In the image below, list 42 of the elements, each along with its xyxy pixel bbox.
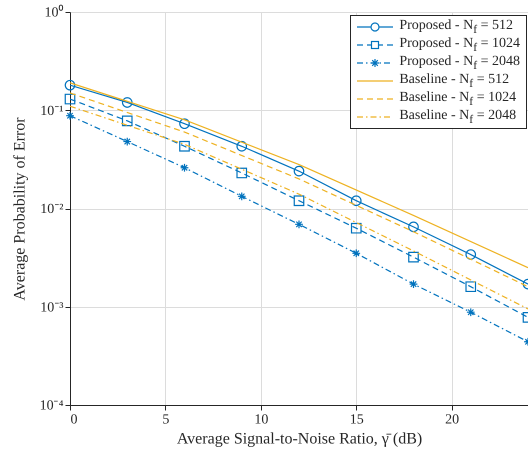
point <box>409 280 418 289</box>
legend-label: Proposed - N$_{f}$ = 2048 <box>399 54 520 72</box>
point <box>350 195 362 206</box>
legend-label: Proposed - N$_{f}$ = 512 <box>399 18 513 36</box>
y-tick-label: 10⁻² <box>40 202 64 217</box>
point <box>236 140 248 152</box>
x-tick-label: 15 <box>350 412 364 428</box>
legend-label: Proposed - N$_{f}$ = 1024 <box>399 36 520 54</box>
point <box>294 195 304 206</box>
y-axis-title: Average Probability of Error <box>12 116 29 301</box>
x-tick-label: 20 <box>445 412 460 428</box>
y-tick-label: 10⁻³ <box>40 300 64 316</box>
point <box>465 281 476 292</box>
point <box>465 249 476 260</box>
point <box>466 308 476 317</box>
point <box>179 140 190 152</box>
point <box>294 220 304 229</box>
point <box>236 168 248 178</box>
x-tick-label: 5 <box>162 412 170 428</box>
point <box>64 94 76 104</box>
point <box>179 118 190 130</box>
point <box>122 97 133 108</box>
point <box>66 111 74 120</box>
y-tick-label: 10⁻⁴ <box>40 398 64 414</box>
legend-label: Baseline - N$_{f}$ = 2048 <box>399 108 516 126</box>
x-axis-title: Average Signal-to-Noise Ratio, γ̄ (dB) <box>176 430 422 448</box>
point <box>237 192 246 201</box>
y-tick-label: 10⁻¹ <box>40 104 64 119</box>
y-tick-label: 10⁰ <box>44 4 64 20</box>
point <box>408 252 419 262</box>
legend-label: Baseline - N$_{f}$ = 1024 <box>399 90 516 108</box>
point <box>294 166 304 176</box>
point <box>352 248 361 258</box>
x-tick-label: 0 <box>70 412 78 428</box>
point <box>180 163 189 172</box>
point <box>122 116 133 126</box>
point <box>64 80 76 91</box>
point <box>122 137 132 146</box>
point <box>408 222 419 232</box>
x-tick-label: 10 <box>254 412 268 428</box>
point <box>350 222 362 234</box>
legend-label: Baseline - N$_{f}$ = 512 <box>399 72 510 90</box>
